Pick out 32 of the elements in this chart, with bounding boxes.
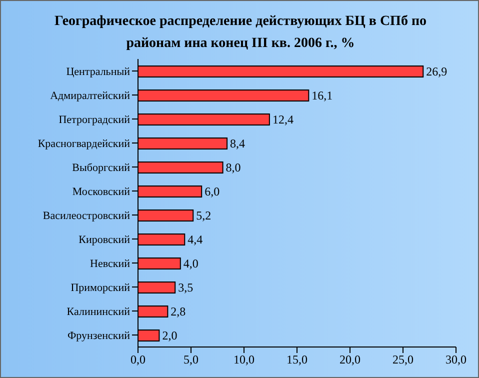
y-tick-label: Адмиралтейский xyxy=(50,90,130,102)
data-label: 8,4 xyxy=(230,136,246,150)
x-tick-label: 5,0 xyxy=(184,352,198,367)
y-tick-label: Московский xyxy=(72,186,130,198)
data-label: 16,1 xyxy=(312,88,333,102)
x-tick-label: 30,0 xyxy=(446,352,466,367)
x-tick-label: 20,0 xyxy=(340,352,360,367)
y-tick-label: Кировский xyxy=(78,234,130,246)
y-tick-label: Центральный xyxy=(66,66,130,78)
y-tick-label: Калининский xyxy=(66,306,130,318)
y-tick-label: Красногвардейский xyxy=(38,138,130,150)
data-label: 5,2 xyxy=(196,208,212,222)
x-tick-label: 25,0 xyxy=(392,352,414,367)
data-label: 12,4 xyxy=(272,112,294,126)
x-tick-label: 15,0 xyxy=(286,352,308,367)
data-label: 3,5 xyxy=(178,280,194,294)
data-label: 26,9 xyxy=(426,64,448,78)
y-tick-label: Василеостровский xyxy=(42,210,130,222)
y-tick-label: Невский xyxy=(90,258,130,270)
data-label: 4,0 xyxy=(183,256,198,270)
data-label: 4,4 xyxy=(188,232,203,246)
y-tick-label: Приморский xyxy=(70,282,130,294)
x-tick-label: 10,0 xyxy=(234,352,254,367)
data-label: 8,0 xyxy=(226,160,241,174)
y-tick-label: Петроградский xyxy=(58,114,130,126)
y-tick-label: Фрунзенский xyxy=(67,330,130,342)
x-tick-label: 0,0 xyxy=(130,352,146,367)
data-label: 2,0 xyxy=(162,328,178,342)
chart-title: Географическое распределение действующих БЦ в СПб по районам ина конец III кв. 2006 г., % xyxy=(53,13,428,53)
data-label: 6,0 xyxy=(204,184,220,198)
data-label: 2,8 xyxy=(170,304,186,318)
y-tick-label: Выборгский xyxy=(72,162,130,174)
